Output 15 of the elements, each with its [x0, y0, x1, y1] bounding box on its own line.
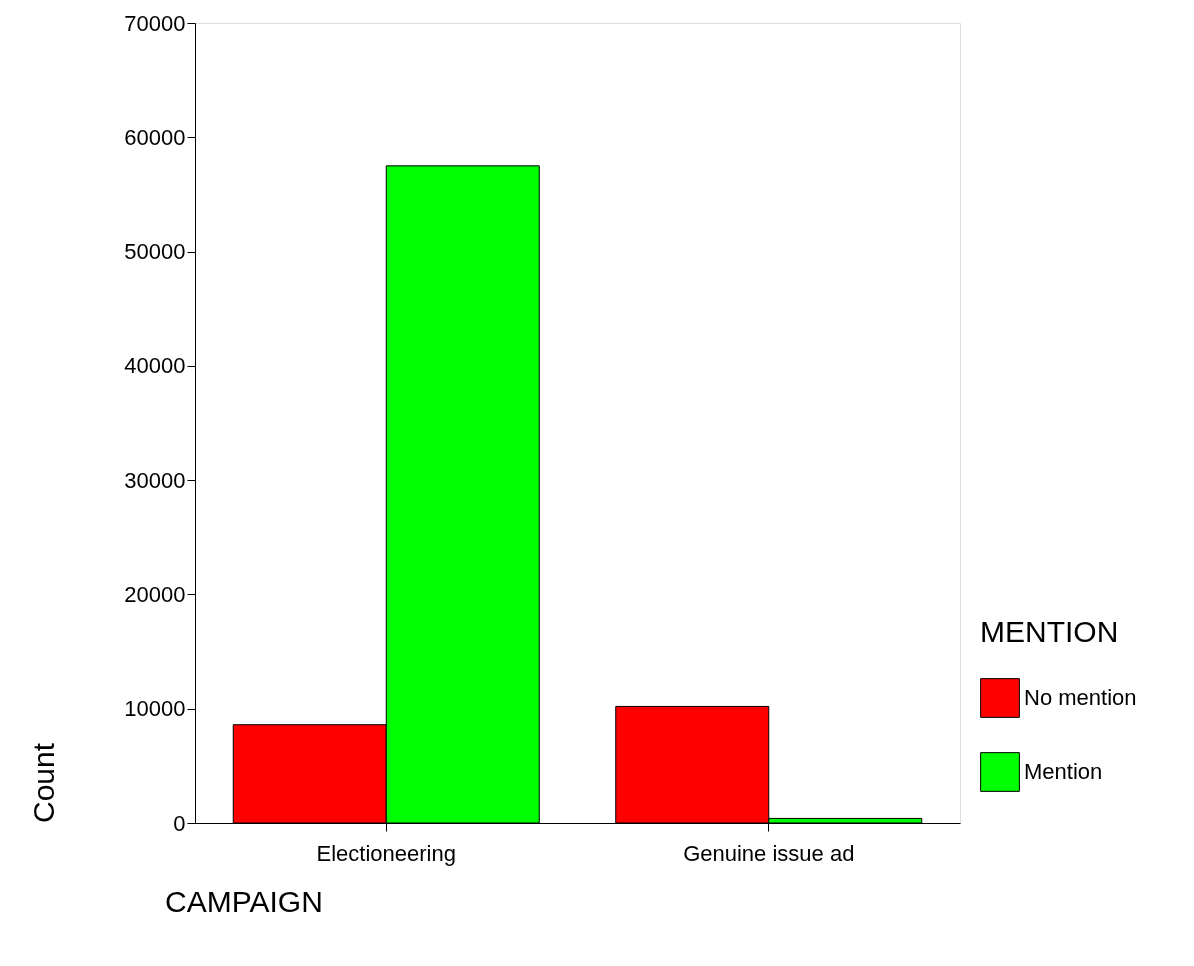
y-tick-label: 10000	[124, 696, 186, 722]
y-tick-label: 0	[173, 810, 186, 836]
y-tick-label: 50000	[124, 239, 186, 265]
x-tick-label: Genuine issue ad	[683, 840, 855, 866]
y-tick-label: 20000	[124, 581, 186, 607]
legend-title: MENTION	[980, 615, 1119, 648]
y-tick-label: 30000	[124, 467, 186, 493]
x-axis-title: CAMPAIGN	[165, 885, 323, 918]
legend-label: No mention	[1024, 685, 1137, 710]
y-tick-label: 70000	[124, 10, 186, 36]
y-axis-title: Count	[27, 742, 60, 823]
y-tick-label: 40000	[124, 353, 186, 379]
legend-label: Mention	[1024, 759, 1103, 784]
x-tick-label: Electioneering	[316, 840, 456, 866]
y-tick-label: 60000	[124, 124, 186, 150]
